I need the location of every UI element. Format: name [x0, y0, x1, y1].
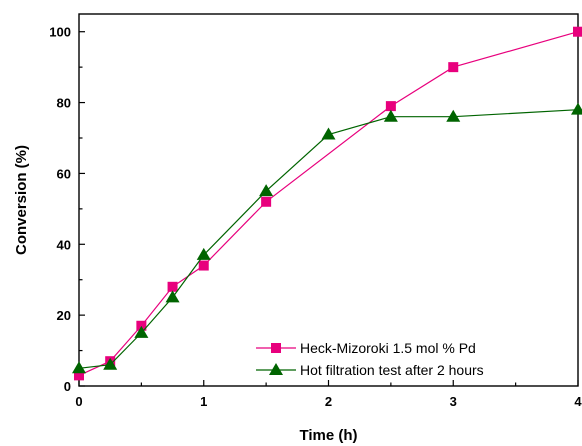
x-tick-label: 3: [450, 394, 457, 409]
series-2: [72, 102, 582, 374]
data-point-square: [167, 281, 178, 292]
y-tick-label: 40: [57, 237, 71, 252]
x-axis-title: Time (h): [299, 427, 357, 444]
y-axis-title: Conversion (%): [13, 145, 30, 255]
y-tick-label: 20: [57, 308, 71, 323]
x-tick-label: 2: [325, 394, 332, 409]
data-point-square: [448, 62, 459, 73]
series-layer: [72, 26, 582, 381]
legend: Heck-Mizoroki 1.5 mol % Pd Hot filtratio…: [256, 340, 484, 378]
legend-marker-hot-filtration: [269, 363, 283, 375]
data-point-square: [74, 370, 84, 381]
data-point-triangle: [103, 357, 118, 370]
data-point-square: [136, 320, 147, 331]
legend-entry-heck: Heck-Mizoroki 1.5 mol % Pd: [256, 340, 476, 356]
legend-marker-heck: [271, 343, 281, 353]
data-point-square: [385, 101, 396, 112]
legend-label-hot-filtration: Hot filtration test after 2 hours: [300, 362, 484, 378]
y-tick-label: 80: [57, 96, 71, 111]
legend-entry-hot-filtration: Hot filtration test after 2 hours: [256, 362, 484, 378]
x-tick-label: 4: [574, 394, 582, 409]
plot-frame: [78, 13, 579, 387]
series-1: [74, 26, 582, 381]
data-point-triangle: [383, 109, 398, 122]
y-tick-label: 0: [64, 379, 71, 394]
y-tick-label: 60: [57, 166, 71, 181]
series-line: [78, 31, 579, 376]
data-point-triangle: [134, 325, 149, 338]
data-point-square: [198, 260, 209, 271]
x-tick-label: 1: [200, 394, 207, 409]
data-point-triangle: [196, 247, 211, 260]
data-point-triangle: [321, 127, 336, 140]
data-point-triangle: [259, 184, 274, 197]
y-tick-label: 100: [49, 25, 71, 40]
legend-label-heck: Heck-Mizoroki 1.5 mol % Pd: [300, 340, 476, 356]
series-line: [78, 109, 579, 369]
data-point-square: [261, 196, 272, 207]
data-point-triangle: [72, 361, 86, 374]
data-point-square: [573, 26, 582, 37]
data-point-triangle: [446, 109, 461, 122]
x-tick-label: 0: [75, 394, 82, 409]
data-point-triangle: [571, 102, 582, 115]
data-point-triangle: [165, 290, 180, 303]
